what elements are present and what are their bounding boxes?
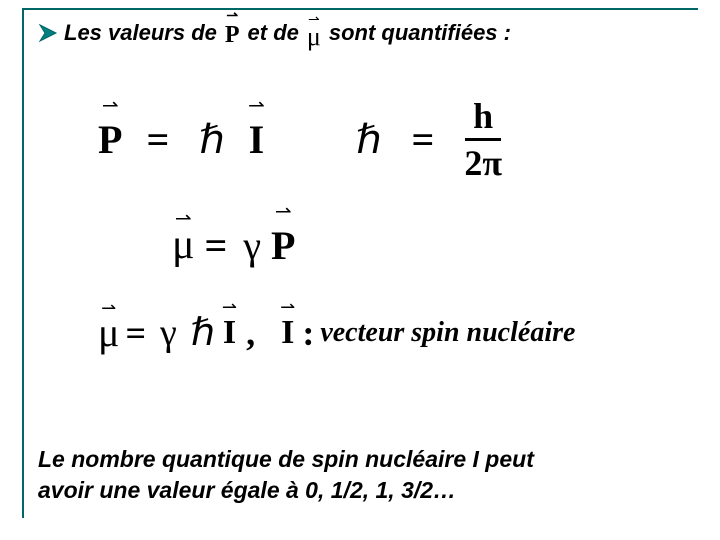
header-vec-mu: ⇀ μ [305, 22, 323, 52]
colon-3: : [296, 312, 320, 354]
footer-line1: Le nombre quantique de spin nucléaire I … [38, 444, 670, 475]
header-part1: Les valeurs de [64, 20, 217, 46]
hbar-2: ℏ [356, 116, 381, 163]
hbar-3: ℏ [185, 310, 221, 355]
bullet-icon [38, 23, 58, 43]
equation-3: ⇀ μ = γ ℏ ⇀ I , ⇀ I : vecteur spin nuclé… [98, 309, 690, 356]
vec-mu-3: ⇀ μ [98, 309, 119, 356]
hbar-1: ℏ [199, 116, 224, 163]
header-line: Les valeurs de ⇀ P et de ⇀ μ sont quanti… [38, 18, 690, 48]
gamma-3: γ [152, 311, 185, 355]
gamma-2: γ [233, 222, 271, 269]
vec-I-3b: ⇀ I [279, 314, 296, 352]
header-vec-P: ⇀ P [223, 22, 242, 49]
equals-2: = [199, 222, 234, 269]
vec-I-3: ⇀ I [221, 314, 238, 352]
vec-I-big: ⇀ I [249, 116, 265, 163]
footer-line2: avoir une valeur égale à 0, 1/2, 1, 3/2… [38, 475, 670, 506]
footer-text: Le nombre quantique de spin nucléaire I … [38, 444, 670, 506]
equation-2: ⇀ μ = γ ⇀ P [168, 221, 690, 269]
header-part2: et de [248, 20, 299, 46]
desc-3: vecteur spin nucléaire [320, 317, 575, 349]
vec-P-big: ⇀ P [98, 116, 122, 163]
vec-mu-big: ⇀ μ [168, 221, 199, 269]
comma-3: , [238, 312, 259, 354]
equations-block: ⇀ P = ℏ ⇀ I ℏ = h 2π ⇀ μ = γ [98, 98, 690, 356]
equation-1: ⇀ P = ℏ ⇀ I ℏ = h 2π [98, 98, 690, 181]
vec-P-big-2: ⇀ P [271, 222, 295, 269]
slide-content: Les valeurs de ⇀ P et de ⇀ μ sont quanti… [38, 18, 690, 510]
equals-3: = [119, 312, 152, 354]
equals-1b: = [406, 116, 441, 163]
header-part3: sont quantifiées : [329, 20, 511, 46]
fraction-h-2pi: h 2π [464, 98, 502, 181]
equals-1: = [140, 116, 175, 163]
